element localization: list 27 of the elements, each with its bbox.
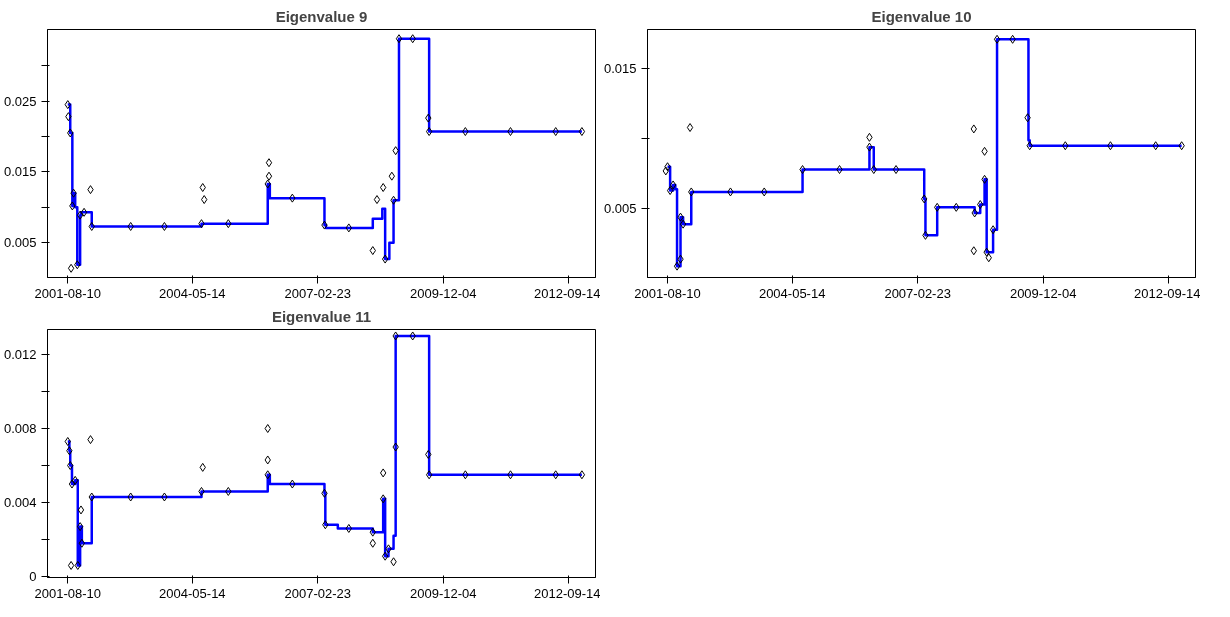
x-tick-label: 2012-09-14 — [1134, 285, 1201, 301]
x-tick-label: 2012-09-14 — [534, 585, 601, 601]
y-tick-label: 0.025 — [3, 93, 37, 109]
x-tick-label: 2007-02-23 — [284, 285, 352, 301]
x-tick-label: 2004-05-14 — [758, 285, 826, 301]
x-tick-label: 2009-12-04 — [409, 585, 477, 601]
x-tick-label: 2009-12-04 — [409, 285, 477, 301]
x-tick-label: 2007-02-23 — [884, 285, 951, 301]
y-tick-label: 0.004 — [3, 495, 37, 511]
y-tick-label: 0.015 — [3, 164, 37, 180]
x-tick-label: 2001-08-10 — [34, 285, 102, 301]
x-tick-label: 2009-12-04 — [1009, 285, 1077, 301]
chart-title: Eigenvalue 11 — [271, 307, 372, 325]
x-tick-label: 2001-08-10 — [634, 285, 701, 301]
x-tick-label: 2004-05-14 — [159, 585, 226, 601]
y-tick-label: 0.015 — [603, 61, 637, 77]
chart-title: Eigenvalue 10 — [871, 7, 972, 25]
y-tick-label: 0.012 — [3, 346, 37, 362]
chart-title: Eigenvalue 9 — [275, 7, 368, 25]
x-tick-label: 2004-05-14 — [159, 285, 226, 301]
x-tick-label: 2001-08-10 — [34, 585, 102, 601]
y-tick-label: 0.005 — [3, 235, 37, 251]
x-tick-label: 2007-02-23 — [284, 585, 352, 601]
y-tick-label: 0 — [29, 569, 37, 585]
y-tick-label: 0.008 — [3, 421, 37, 437]
x-tick-label: 2012-09-14 — [534, 285, 601, 301]
y-tick-label: 0.005 — [603, 201, 637, 217]
